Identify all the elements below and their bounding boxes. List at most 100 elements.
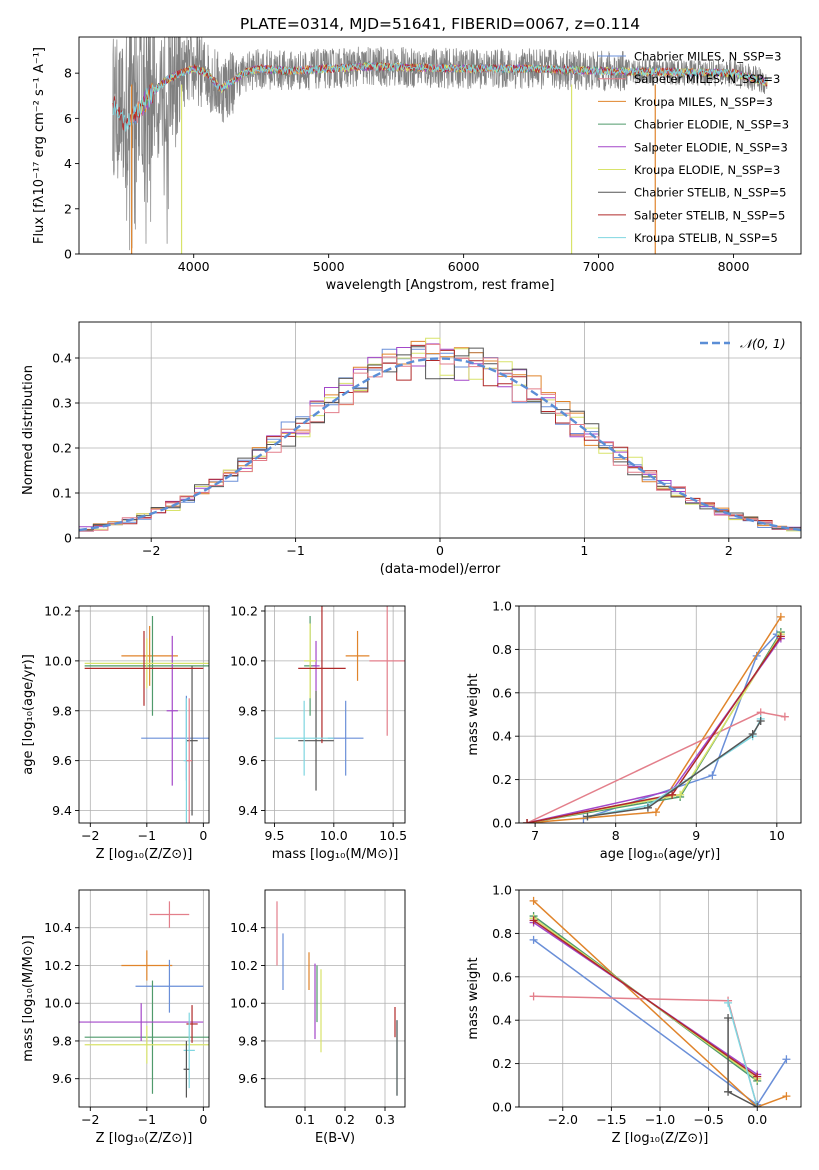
plot-area-weight_vs_z <box>529 896 791 1107</box>
y-tick-label: 10.2 <box>44 603 72 618</box>
errorbar-kroupa_miles <box>345 630 370 681</box>
axes-mass_vs_z: −2 −1 0 9.6 9.8 10.0 10.2 10.4 Z [log₁₀(Z/Z⊙)] ma… <box>21 889 210 1146</box>
panel-mass_vs_z: −2 −1 0 9.6 9.8 10.0 10.2 10.4 Z [log₁₀(Z/Z⊙)] ma… <box>21 889 210 1146</box>
x-tick-label: 0 <box>199 1112 207 1127</box>
x-axis-label: E(B-V) <box>315 1131 355 1146</box>
errorbar-chabrier_elodie <box>84 980 209 1094</box>
legend-label-salpeter_miles: Salpeter MILES, N_SSP=3 <box>634 72 780 86</box>
legend-label-chabrier_elodie: Chabrier ELODIE, N_SSP=3 <box>634 118 789 132</box>
x-tick-label: −2 <box>142 543 160 558</box>
series-line-salpeter_elodie <box>526 638 782 823</box>
y-tick-label: 9.6 <box>238 1071 258 1086</box>
model-spectrum-kroupa_stelib <box>112 61 768 132</box>
x-tick-label: 8 <box>612 828 620 843</box>
y-tick-label: 0.4 <box>52 351 72 366</box>
y-tick-label: 0.3 <box>52 396 72 411</box>
x-axis-label: (data-model)/error <box>380 562 501 577</box>
x-axis-label: age [log₁₀(age/yr)] <box>600 847 721 862</box>
y-tick-label: 9.4 <box>52 803 72 818</box>
errorbar-salpeter_miles <box>369 606 405 736</box>
errorbar-kroupa_stelib <box>274 700 334 776</box>
y-tick-label: 10.2 <box>230 603 258 618</box>
errorbar-chabrier_stelib <box>186 665 198 816</box>
histogram-salpeter_miles <box>79 343 801 532</box>
axes-weight_vs_age: 7 8 9 10 0.0 0.2 0.4 0.6 0.8 1.0 age [log₁₀(age/yr… <box>466 599 802 862</box>
x-tick-label: 1 <box>580 543 588 558</box>
data-point-chabrier_miles <box>708 771 717 780</box>
grid-mass_vs_z <box>79 890 209 1107</box>
grid-mass_vs_ebv <box>265 890 405 1107</box>
y-tick-label: 0.6 <box>492 685 512 700</box>
y-axis-label: age [log₁₀(age/yr)] <box>21 654 36 775</box>
x-tick-label: −0.5 <box>693 1112 723 1127</box>
data-point-kroupa_stelib <box>724 998 733 1007</box>
data-point-kroupa_miles <box>776 612 785 621</box>
axes-frame <box>518 605 802 824</box>
x-tick-label: 9.5 <box>265 828 285 843</box>
series-line-chabrier_miles <box>583 633 778 820</box>
lines-weight_vs_age <box>523 612 789 823</box>
y-tick-label: 9.8 <box>238 703 258 718</box>
errorbars-age_vs_z <box>84 615 209 823</box>
legend-label-normal: 𝒩(0, 1) <box>740 336 786 351</box>
data-point-chabrier_stelib <box>643 803 652 812</box>
plot-area-age_vs_mass <box>274 606 405 791</box>
axes-frame <box>78 889 210 1108</box>
y-tick-label: 9.8 <box>238 1033 258 1048</box>
errorbar-salpeter_miles <box>149 901 190 928</box>
legend-residuals: 𝒩(0, 1) <box>700 336 786 351</box>
data-point-salpeter_stelib <box>668 790 677 799</box>
x-tick-label: 5000 <box>313 259 345 274</box>
x-tick-label: 0.0 <box>747 1112 767 1127</box>
legend-label-salpeter_elodie: Salpeter ELODIE, N_SSP=3 <box>634 140 788 154</box>
legend-label-chabrier_stelib: Chabrier STELIB, N_SSP=5 <box>634 186 786 200</box>
data-point-salpeter_stelib <box>753 1072 762 1081</box>
errorbar-salpeter_elodie <box>79 1003 204 1041</box>
errorbar-kroupa_miles <box>121 625 178 686</box>
x-tick-label: −1 <box>138 828 156 843</box>
errorbar-chabrier_elodie <box>84 615 209 716</box>
grid-age_vs_z <box>79 606 209 823</box>
y-tick-label: 10.0 <box>44 653 72 668</box>
y-tick-label: 9.8 <box>52 1033 72 1048</box>
errorbars-mass_vs_z <box>79 901 209 1098</box>
axes-mass_vs_ebv: 0.1 0.2 0.3 9.6 9.8 10.0 10.2 10.4 E(B-V) <box>230 889 406 1146</box>
axes-spectrum: 4000 5000 6000 7000 8000 0 2 4 6 8 wavelength [Ang… <box>32 36 802 293</box>
panel-age_vs_z: −2 −1 0 9.4 9.6 9.8 10.0 10.2 Z [log₁₀(Z/Z⊙)] age… <box>21 603 210 862</box>
series-line-kroupa_stelib <box>727 1002 758 1107</box>
y-tick-label: 9.6 <box>52 753 72 768</box>
legend-label-kroupa_stelib: Kroupa STELIB, N_SSP=5 <box>634 231 778 245</box>
x-tick-label: 4000 <box>178 259 210 274</box>
data-point-chabrier_stelib <box>724 1014 733 1023</box>
errorbar-salpeter_stelib <box>298 606 346 744</box>
data-point-salpeter_stelib <box>523 819 532 823</box>
x-axis-label: Z [log₁₀(Z/Z⊙)] <box>612 1131 709 1146</box>
plot-area-residuals <box>79 337 801 532</box>
errorbar-salpeter_elodie <box>312 640 320 691</box>
y-tick-label: 2 <box>64 201 72 216</box>
x-axis-label: Z [log₁₀(Z/Z⊙)] <box>96 1131 193 1146</box>
series-line-salpeter_stelib <box>533 919 758 1078</box>
data-point-chabrier_stelib <box>748 730 757 739</box>
x-tick-label: 0 <box>436 543 444 558</box>
plot-area-weight_vs_age <box>523 612 789 823</box>
x-axis-label: Z [log₁₀(Z/Z⊙)] <box>96 847 193 862</box>
data-point-salpeter_stelib <box>776 632 785 641</box>
errorbar-chabrier_stelib <box>183 1040 190 1098</box>
axes-weight_vs_z: −2.0 −1.5 −1.0 −0.5 0.0 0.0 0.2 0.4 0.6 0.8 1.0 Z [… <box>466 883 802 1146</box>
panel-weight_vs_z: −2.0 −1.5 −1.0 −0.5 0.0 0.0 0.2 0.4 0.6 0.8 1.0 Z [… <box>466 883 802 1146</box>
y-tick-label: 10.4 <box>44 920 72 935</box>
x-tick-label: −1 <box>138 1112 156 1127</box>
x-tick-label: 0.2 <box>335 1112 355 1127</box>
errorbar-salpeter_stelib <box>186 1005 198 1043</box>
errorbar-chabrier_miles <box>135 959 204 1013</box>
y-axis-label: mass [log₁₀(M/M⊙)] <box>21 935 36 1062</box>
data-point-salpeter_miles <box>529 992 538 1001</box>
y-tick-label: 9.6 <box>52 1071 72 1086</box>
errorbar-kroupa_elodie <box>304 623 317 699</box>
y-tick-label: 0.4 <box>492 729 512 744</box>
x-axis-label: mass [log₁₀(M/M⊙)] <box>272 847 399 862</box>
errorbar-salpeter_miles <box>186 698 193 823</box>
legend-label-kroupa_miles: Kroupa MILES, N_SSP=3 <box>634 95 773 109</box>
x-axis-label: wavelength [Angstrom, rest frame] <box>326 278 555 293</box>
